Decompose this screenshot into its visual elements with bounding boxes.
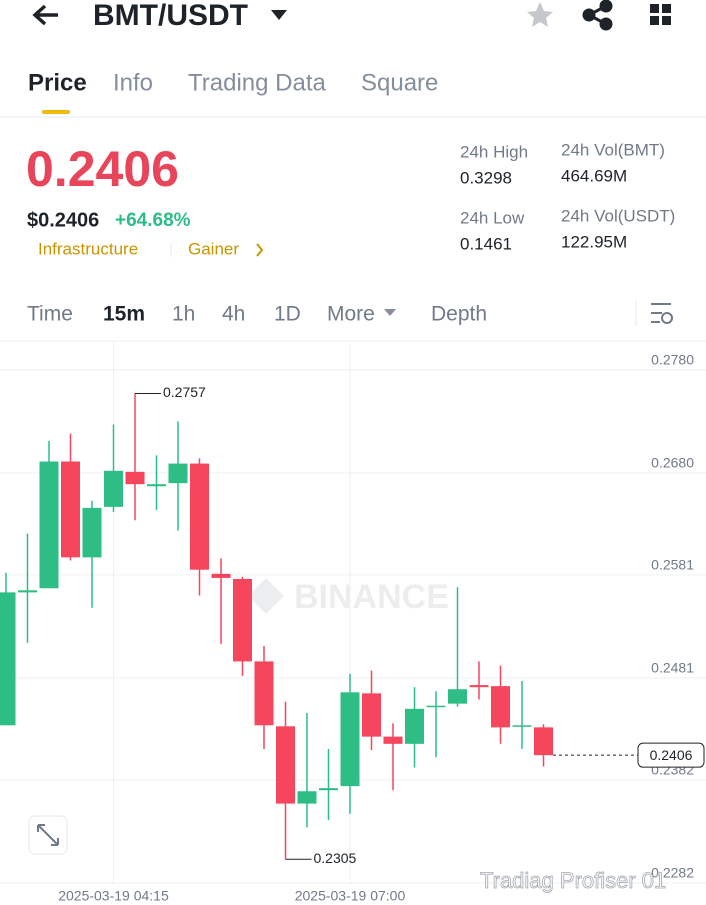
- chart-settings-icon[interactable]: [651, 303, 673, 324]
- candle-body: [297, 791, 317, 804]
- candle-body: [448, 689, 467, 704]
- stat-label: 24h Low: [460, 208, 525, 227]
- stat-value: 122.95M: [561, 232, 627, 251]
- candle-body: [0, 592, 16, 726]
- interval[interactable]: 1D: [274, 303, 301, 326]
- interval[interactable]: Time: [27, 303, 73, 326]
- interval[interactable]: Depth: [431, 303, 487, 326]
- high-label: 0.2757: [163, 384, 206, 400]
- candle-body: [190, 463, 209, 570]
- y-tick-label: 0.2581: [651, 557, 694, 573]
- back-icon[interactable]: [32, 4, 58, 26]
- candle-body: [168, 463, 188, 484]
- tag[interactable]: Infrastructure: [38, 239, 138, 258]
- price-change: +64.68%: [115, 210, 191, 231]
- candle-body: [18, 590, 37, 593]
- more-caret: [384, 309, 396, 316]
- candle-body: [491, 686, 510, 728]
- candle-body: [233, 578, 252, 662]
- star-icon[interactable]: [527, 2, 553, 27]
- candle-chart: 2025-03-19 04:15 2025-03-19 07:00 0.2780 0.…: [0, 342, 706, 904]
- interval[interactable]: 1h: [172, 303, 195, 326]
- stat-value: 0.1461: [460, 234, 512, 253]
- pair-title[interactable]: BMT/USDT: [93, 0, 248, 32]
- x-tick-label: 2025-03-19 04:15: [58, 888, 169, 904]
- candle-body: [61, 461, 80, 558]
- tab-indicator: [42, 110, 70, 114]
- candle-body: [254, 661, 274, 726]
- candle-body: [469, 685, 489, 688]
- overlay-watermark: Tradiag Profiser 01: [480, 868, 666, 893]
- y-tick-label: 0.2282: [651, 865, 694, 881]
- candle-body: [276, 726, 295, 804]
- tab[interactable]: Square: [361, 69, 438, 96]
- stat-value: 464.69M: [561, 166, 627, 185]
- interval[interactable]: 15m: [103, 303, 145, 326]
- watermark-text: BINANCE: [294, 578, 449, 616]
- last-price-box: [637, 742, 705, 768]
- candle-body: [147, 484, 166, 487]
- y-tick-label: 0.2481: [651, 660, 694, 676]
- candle-body: [534, 727, 553, 756]
- usd-price: $0.2406: [27, 209, 99, 231]
- candle-body: [39, 461, 59, 589]
- stat-value: 0.3298: [460, 168, 512, 187]
- expand-button[interactable]: [28, 815, 68, 855]
- candle-body: [362, 693, 381, 737]
- candle-body: [405, 708, 424, 744]
- chevron: [256, 243, 264, 257]
- candle-body: [512, 725, 532, 727]
- last-price: 0.2406: [26, 141, 179, 197]
- interval[interactable]: 4h: [222, 303, 245, 326]
- y-tick-label: 0.2780: [651, 352, 694, 368]
- candle-body: [211, 573, 231, 578]
- share-icon[interactable]: [582, 0, 613, 31]
- stat-label: 24h Vol(USDT): [561, 206, 675, 225]
- candle-body: [426, 705, 446, 708]
- candle-body: [319, 788, 338, 791]
- low-label: 0.2305: [314, 850, 357, 866]
- tag[interactable]: Gainer: [188, 239, 239, 258]
- stat-label: 24h Vol(BMT): [561, 140, 665, 159]
- candle-body: [82, 507, 102, 558]
- last-price-label: 0.2406: [650, 747, 693, 763]
- candle-body: [383, 736, 403, 744]
- pair-caret[interactable]: [271, 10, 287, 20]
- tab[interactable]: Info: [113, 69, 153, 96]
- candle-body: [125, 471, 145, 485]
- candle-body: [340, 692, 360, 787]
- interval[interactable]: More: [327, 303, 375, 326]
- tab[interactable]: Price: [28, 69, 87, 96]
- stat-label: 24h High: [460, 142, 528, 161]
- watermark: BINANCE: [248, 578, 449, 616]
- tab[interactable]: Trading Data: [188, 69, 327, 96]
- grid-icon[interactable]: [650, 4, 671, 25]
- x-tick-label: 2025-03-19 07:00: [295, 888, 406, 904]
- candle-body: [104, 470, 123, 507]
- y-tick-label: 0.2680: [651, 455, 694, 471]
